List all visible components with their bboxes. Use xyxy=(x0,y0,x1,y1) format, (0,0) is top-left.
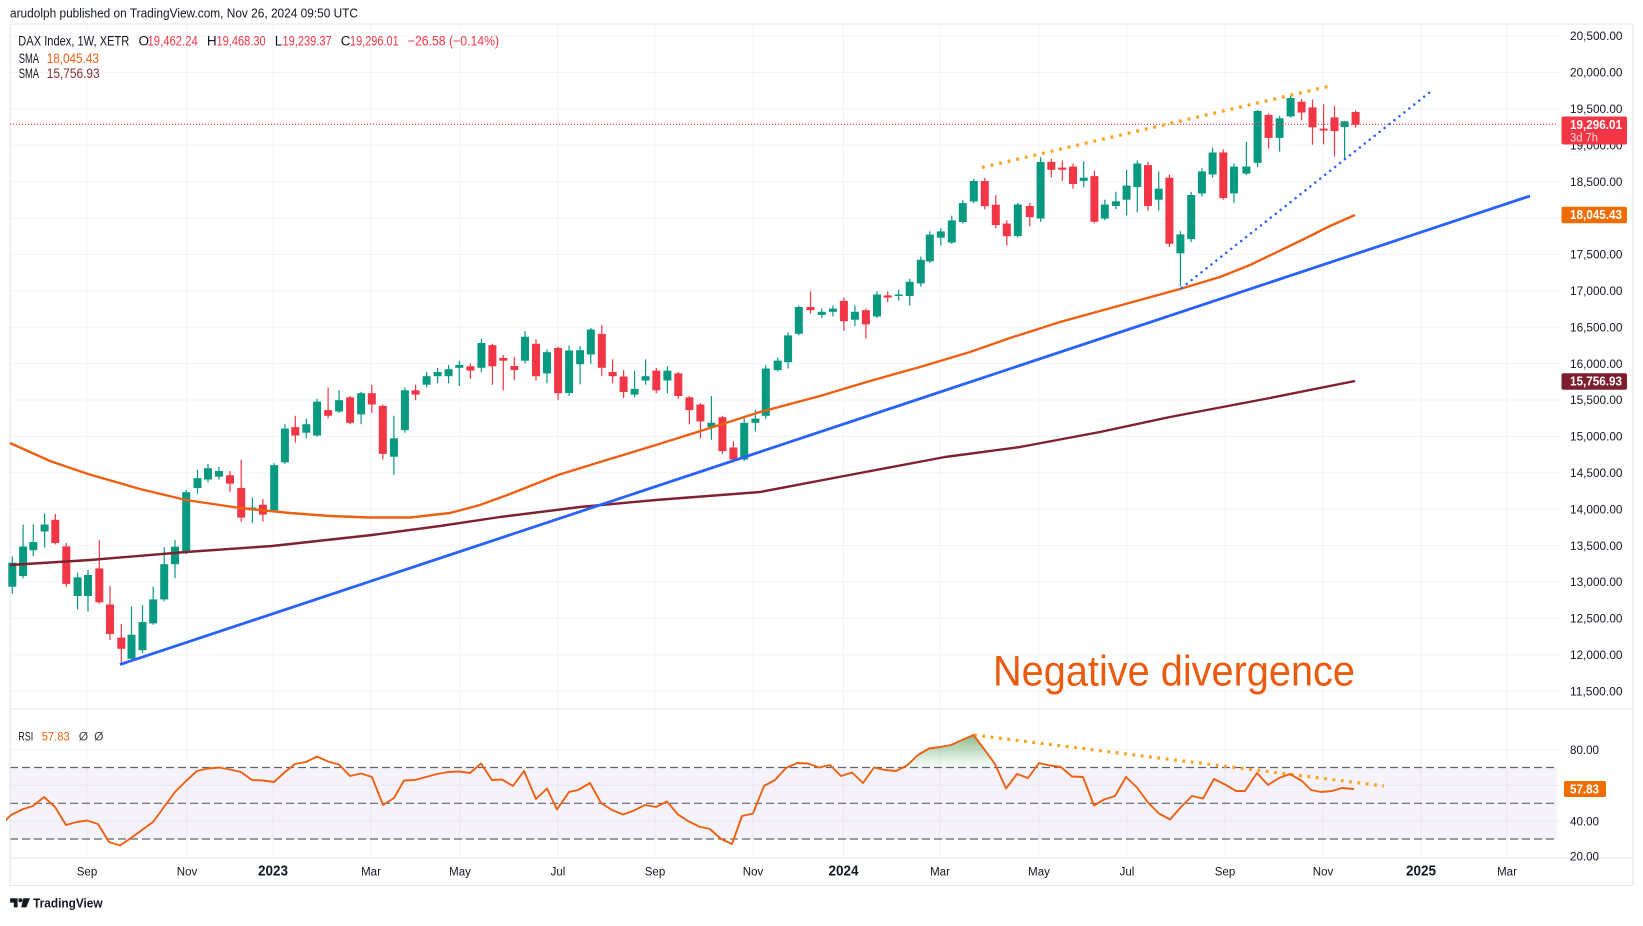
svg-text:12,500.00: 12,500.00 xyxy=(1570,612,1623,626)
svg-text:20,500.00: 20,500.00 xyxy=(1570,29,1623,43)
svg-text:TradingView: TradingView xyxy=(33,895,103,910)
svg-text:14,000.00: 14,000.00 xyxy=(1570,502,1623,516)
svg-text:20,000.00: 20,000.00 xyxy=(1570,66,1623,80)
svg-text:80.00: 80.00 xyxy=(1570,743,1599,757)
svg-text:H: H xyxy=(207,33,217,48)
svg-text:Mar: Mar xyxy=(930,866,950,878)
svg-text:Nov: Nov xyxy=(177,866,198,878)
svg-text:16,500.00: 16,500.00 xyxy=(1570,320,1623,334)
svg-text:Ø: Ø xyxy=(79,729,88,743)
svg-text:Sep: Sep xyxy=(645,866,665,878)
svg-text:18,045.43: 18,045.43 xyxy=(1570,208,1622,222)
svg-text:arudolph published on TradingV: arudolph published on TradingView.com, N… xyxy=(10,6,358,21)
svg-text:C: C xyxy=(341,33,351,48)
svg-text:3d 7h: 3d 7h xyxy=(1570,133,1598,145)
svg-text:57.83: 57.83 xyxy=(42,729,70,743)
svg-text:14,500.00: 14,500.00 xyxy=(1570,466,1623,480)
svg-text:−26.58 (−0.14%): −26.58 (−0.14%) xyxy=(408,33,499,48)
svg-text:2024: 2024 xyxy=(829,862,860,879)
svg-text:15,000.00: 15,000.00 xyxy=(1570,430,1623,444)
svg-text:Nov: Nov xyxy=(1313,866,1334,878)
svg-text:May: May xyxy=(449,866,471,878)
svg-text:11,500.00: 11,500.00 xyxy=(1570,684,1623,698)
svg-text:19,296.01: 19,296.01 xyxy=(1570,118,1622,132)
svg-text:SMA: SMA xyxy=(19,66,39,81)
svg-text:Jul: Jul xyxy=(551,866,566,878)
svg-text:12,000.00: 12,000.00 xyxy=(1570,648,1623,662)
svg-text:19,500.00: 19,500.00 xyxy=(1570,102,1623,116)
svg-text:Negative divergence: Negative divergence xyxy=(993,648,1355,696)
svg-text:18,045.43: 18,045.43 xyxy=(47,51,99,66)
svg-text:15,500.00: 15,500.00 xyxy=(1570,393,1623,407)
svg-text:Sep: Sep xyxy=(1215,866,1235,878)
svg-text:15,756.93: 15,756.93 xyxy=(47,66,100,81)
svg-text:19,462.24: 19,462.24 xyxy=(148,33,199,48)
svg-text:13,000.00: 13,000.00 xyxy=(1570,575,1623,589)
svg-text:2025: 2025 xyxy=(1406,862,1436,879)
svg-text:Mar: Mar xyxy=(1497,866,1517,878)
svg-text:Nov: Nov xyxy=(743,866,764,878)
svg-text:13,500.00: 13,500.00 xyxy=(1570,539,1623,553)
svg-text:17,000.00: 17,000.00 xyxy=(1570,284,1623,298)
svg-text:15,756.93: 15,756.93 xyxy=(1570,375,1622,389)
svg-text:57.83: 57.83 xyxy=(1570,782,1599,796)
svg-text:SMA: SMA xyxy=(19,51,39,66)
svg-text:DAX Index, 1W, XETR: DAX Index, 1W, XETR xyxy=(18,33,129,48)
svg-text:40.00: 40.00 xyxy=(1570,814,1599,828)
svg-text:Ø: Ø xyxy=(94,729,103,743)
svg-text:L: L xyxy=(275,33,283,48)
svg-text:2023: 2023 xyxy=(258,862,288,879)
svg-text:19,468.30: 19,468.30 xyxy=(217,33,266,48)
svg-text:Jul: Jul xyxy=(1120,866,1135,878)
svg-text:16,000.00: 16,000.00 xyxy=(1570,357,1623,371)
svg-text:19,239.37: 19,239.37 xyxy=(283,33,332,48)
svg-text:O: O xyxy=(139,33,150,48)
svg-text:19,296.01: 19,296.01 xyxy=(350,33,399,48)
svg-text:May: May xyxy=(1028,866,1050,878)
svg-text:17,500.00: 17,500.00 xyxy=(1570,248,1623,262)
svg-text:RSI: RSI xyxy=(18,729,33,743)
svg-text:Mar: Mar xyxy=(361,866,381,878)
svg-text:20.00: 20.00 xyxy=(1570,850,1599,864)
svg-text:18,500.00: 18,500.00 xyxy=(1570,175,1623,189)
svg-text:Sep: Sep xyxy=(77,866,97,878)
